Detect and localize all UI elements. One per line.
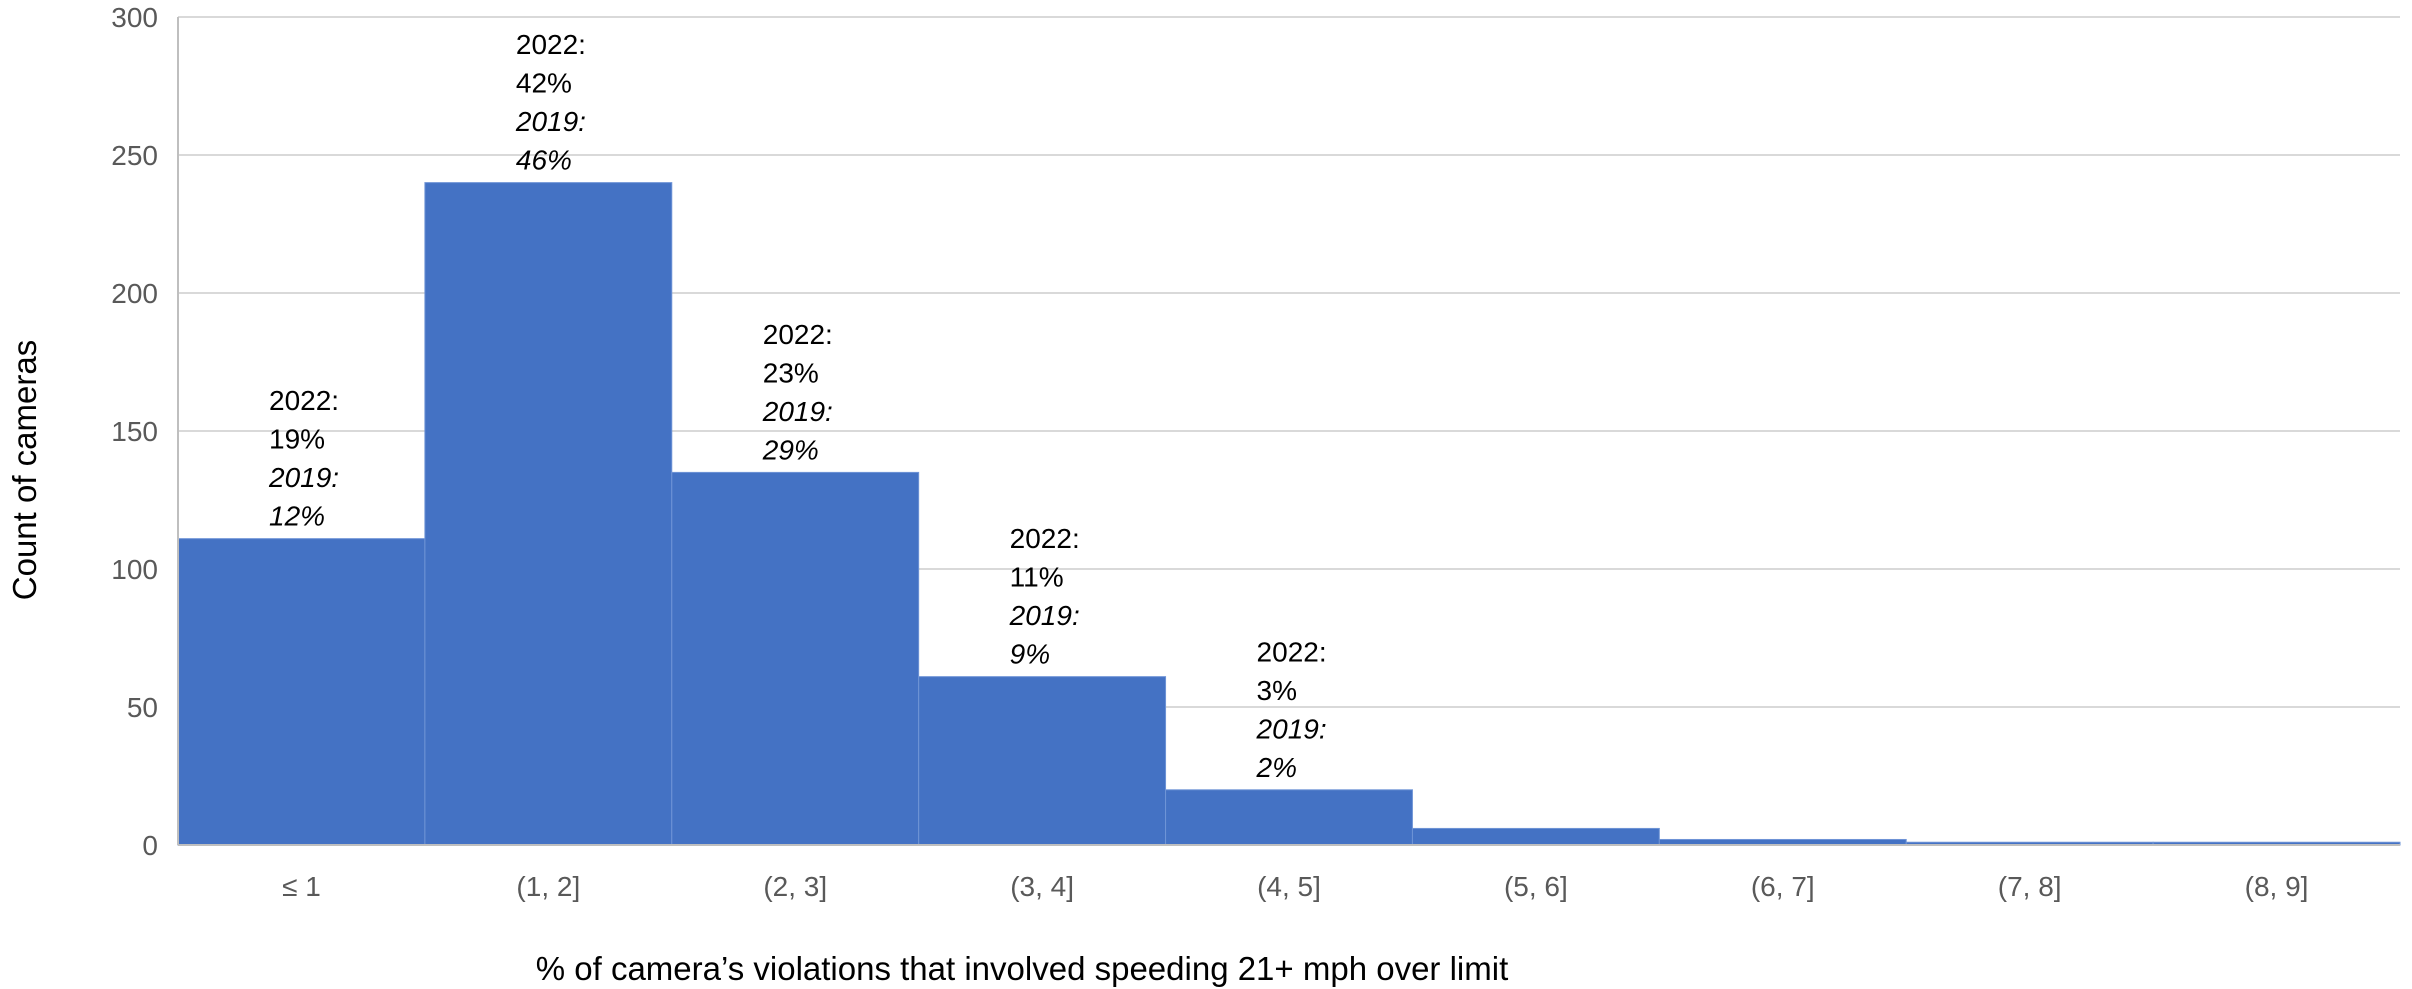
annotation-label: 2022:: [1010, 523, 1080, 554]
bar: [1165, 789, 1413, 846]
annotation-label: 29%: [762, 434, 819, 465]
annotation-label: 2019:: [515, 106, 586, 137]
annotation-label: 2022:: [763, 319, 833, 350]
y-tick-label: 0: [142, 830, 158, 861]
annotation-label: 2%: [1256, 752, 1297, 783]
y-tick-label: 200: [111, 278, 158, 309]
bar: [1411, 827, 1660, 846]
annotations: 2022: 19% 2019: 12% 2022: 42% 2019: 46% 2022: 23%…: [268, 29, 1327, 783]
y-tick-label: 100: [111, 554, 158, 585]
bar: [918, 676, 1167, 846]
y-tick-label: 150: [111, 416, 158, 447]
y-tick-label: 300: [111, 2, 158, 33]
x-tick-label: (5, 6]: [1504, 871, 1568, 902]
axes: 0 50 100 150 200 250 300 ≤ 1 (1, 2] (2, 3] (3, 4] (…: [111, 2, 2400, 902]
annotation-label: 46%: [516, 145, 572, 176]
y-tick-label: 250: [111, 140, 158, 171]
annotation-label: 2019:: [268, 462, 339, 493]
x-tick-label: (8, 9]: [2245, 871, 2309, 902]
annotation-label: 19%: [269, 424, 325, 455]
y-axis-title: Count of cameras: [6, 340, 43, 600]
annotation-label: 23%: [763, 357, 819, 388]
annotation-label: 2022:: [516, 29, 586, 60]
annotation-label: 3%: [1257, 675, 1297, 706]
x-tick-label: (2, 3]: [763, 871, 827, 902]
x-tick-label: (7, 8]: [1998, 871, 2062, 902]
annotation-label: 12%: [269, 501, 325, 532]
bar: [177, 538, 426, 846]
x-axis-title: % of camera’s violations that involved s…: [536, 950, 1509, 987]
y-tick-label: 50: [127, 692, 158, 723]
annotation-label: 9%: [1010, 639, 1050, 670]
annotation-label: 42%: [516, 68, 572, 99]
x-tick-label: (4, 5]: [1257, 871, 1321, 902]
x-tick-label: (1, 2]: [516, 871, 580, 902]
bar: [424, 182, 673, 846]
bar: [671, 471, 920, 846]
bars: [177, 182, 2401, 846]
x-tick-label: (3, 4]: [1010, 871, 1074, 902]
annotation-label: 2022:: [269, 385, 339, 416]
annotation-label: 2022:: [1257, 636, 1327, 667]
annotation-label: 11%: [1010, 562, 1064, 593]
annotation-label: 2019:: [762, 396, 833, 427]
x-tick-label: ≤ 1: [282, 871, 321, 902]
annotation-label: 2019:: [1256, 713, 1327, 744]
x-tick-label: (6, 7]: [1751, 871, 1815, 902]
annotation-label: 2019:: [1009, 600, 1080, 631]
